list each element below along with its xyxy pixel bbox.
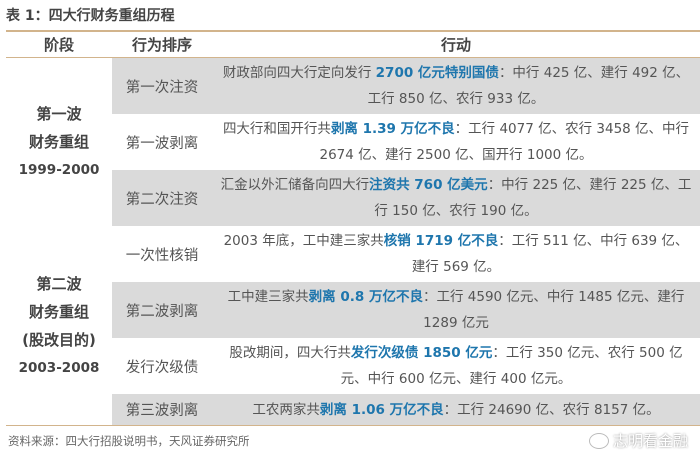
step-cell: 一次性核销	[125, 247, 199, 264]
watermark-text: 志明看金融	[612, 432, 688, 450]
action-paragraph: 财政部向四大行定向发行 2700 亿元特别国债：中行 425 亿、建行 492 …	[220, 60, 692, 112]
action-text: ：工行 4590 亿元、中行 1485 亿元、建行 1289 亿元	[422, 289, 685, 331]
action-highlight: 剥离 0.8 万亿不良	[308, 289, 423, 305]
action-cell: 工农两家共剥离 1.06 万亿不良：工行 24690 亿、农行 8157 亿。	[212, 394, 700, 425]
stage-line: 1999-2000	[18, 162, 100, 178]
restructuring-table: 阶段 行为排序 行动 第一波 财务重组 1999-2000 第二波 财务重组 (股改目的)…	[6, 30, 700, 426]
stage-1: 第一波财务重组 1999-2000	[6, 58, 112, 226]
stage-line: 第二波	[36, 274, 82, 293]
action-text: 财政部向四大行定向发行	[222, 65, 376, 81]
action-text: ：工行 511 亿、中行 639 亿、建行 569 亿。	[411, 233, 689, 275]
action-cell: 股改期间，四大行共发行次级债 1850 亿元：工行 350 亿元、农行 500 …	[212, 338, 700, 394]
action-paragraph: 2003 年底，工中建三家共核销 1719 亿不良：工行 511 亿、中行 63…	[220, 228, 692, 280]
action-paragraph: 工农两家共剥离 1.06 万亿不良：工行 24690 亿、农行 8157 亿。	[252, 397, 659, 423]
action-highlight: 注资共 760 亿美元	[369, 177, 488, 193]
stage-line: 第一波	[36, 105, 82, 123]
action-cell: 四大行和国开行共剥离 1.39 万亿不良：工行 4077 亿、农行 3458 亿…	[212, 114, 700, 170]
action-text: 四大行和国开行共	[222, 121, 331, 137]
action-text: ：工行 24690 亿、农行 8157 亿。	[443, 401, 660, 418]
header-action: 行动	[212, 32, 700, 58]
action-cell: 财政部向四大行定向发行 2700 亿元特别国债：中行 425 亿、建行 492 …	[212, 58, 700, 114]
footer: 资料来源：四大行招股说明书，天风证券研究所 志明看金融	[0, 426, 700, 455]
stage-2: 第二波财务重组 (股改目的) 2003-2008	[6, 226, 112, 425]
action-cell: 汇金以外汇储备向四大行注资共 760 亿美元：中行 225 亿、建行 225 亿…	[212, 170, 700, 226]
action-highlight: 剥离 1.06 万亿不良	[319, 401, 444, 418]
header-step: 行为排序	[112, 32, 212, 58]
action-highlight: 2700 亿元特别国债	[375, 65, 499, 81]
action-paragraph: 汇金以外汇储备向四大行注资共 760 亿美元：中行 225 亿、建行 225 亿…	[220, 172, 692, 224]
header-stage: 阶段	[6, 32, 112, 58]
action-text: ：中行 225 亿、建行 225 亿、工行 150 亿、农行 190 亿。	[374, 177, 692, 219]
wechat-icon	[588, 432, 609, 449]
action-text: 工农两家共	[252, 401, 320, 418]
action-text: ：工行 4077 亿、农行 3458 亿、中行 2674 亿、建行 2500 亿…	[319, 121, 690, 163]
action-highlight: 核销 1719 亿不良	[383, 233, 499, 249]
table-title: 表 1：四大行财务重组历程	[6, 8, 175, 24]
action-paragraph: 股改期间，四大行共发行次级债 1850 亿元：工行 350 亿元、农行 500 …	[220, 340, 692, 392]
action-paragraph: 工中建三家共剥离 0.8 万亿不良：工行 4590 亿元、中行 1485 亿元、…	[220, 284, 692, 336]
action-text: ：中行 425 亿、建行 492 亿、工行 850 亿、农行 933 亿。	[367, 65, 690, 107]
step-cell: 发行次级债	[125, 359, 199, 376]
stage-line: 2003-2008	[18, 359, 100, 376]
stage-line: (股改目的)	[22, 330, 96, 349]
step-cell: 第一次注资	[112, 58, 212, 114]
stage-line: 财务重组	[28, 133, 89, 151]
stage-line: 财务重组	[28, 302, 89, 321]
source-note: 资料来源：四大行招股说明书，天风证券研究所	[8, 433, 250, 448]
step-cell: 第二次注资	[112, 170, 212, 226]
action-paragraph: 四大行和国开行共剥离 1.39 万亿不良：工行 4077 亿、农行 3458 亿…	[220, 116, 692, 168]
step-cell: 第二波剥离	[112, 282, 212, 338]
step-cell: 第三波剥离	[112, 394, 212, 425]
action-cell: 2003 年底，工中建三家共核销 1719 亿不良：工行 511 亿、中行 63…	[212, 226, 700, 282]
action-text: ：工行 350 亿元、农行 500 亿元、中行 600 亿元、建行 400 亿元…	[340, 345, 683, 387]
action-highlight: 剥离 1.39 万亿不良	[330, 121, 455, 137]
action-text: 工中建三家共	[227, 289, 309, 305]
action-text: 股改期间，四大行共	[229, 345, 351, 361]
action-cell: 工中建三家共剥离 0.8 万亿不良：工行 4590 亿元、中行 1485 亿元、…	[212, 282, 700, 338]
action-text: 汇金以外汇储备向四大行	[220, 177, 370, 193]
action-highlight: 发行次级债 1850 亿元	[350, 345, 493, 361]
step-cell: 第一波剥离	[125, 135, 199, 152]
watermark: 志明看金融	[588, 430, 688, 451]
action-text: 2003 年底，工中建三家共	[223, 233, 384, 249]
